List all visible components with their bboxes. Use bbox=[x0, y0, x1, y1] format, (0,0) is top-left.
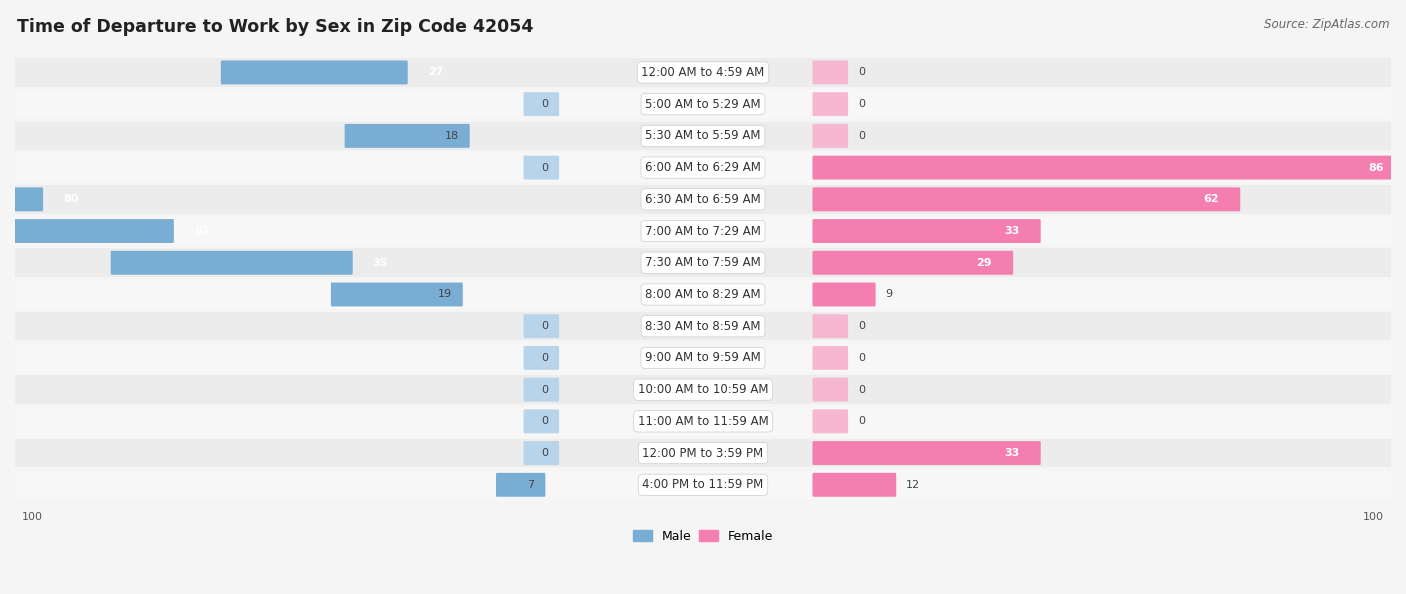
Text: 4:00 PM to 11:59 PM: 4:00 PM to 11:59 PM bbox=[643, 478, 763, 491]
Text: 0: 0 bbox=[541, 448, 548, 458]
FancyBboxPatch shape bbox=[813, 314, 848, 338]
Text: 9: 9 bbox=[886, 289, 893, 299]
Bar bbox=[15, 375, 1391, 404]
FancyBboxPatch shape bbox=[0, 219, 174, 243]
Text: 11:00 AM to 11:59 AM: 11:00 AM to 11:59 AM bbox=[638, 415, 768, 428]
Text: 5:30 AM to 5:59 AM: 5:30 AM to 5:59 AM bbox=[645, 129, 761, 143]
FancyBboxPatch shape bbox=[344, 124, 470, 148]
Text: 5:00 AM to 5:29 AM: 5:00 AM to 5:29 AM bbox=[645, 97, 761, 110]
Bar bbox=[15, 217, 1391, 245]
FancyBboxPatch shape bbox=[221, 61, 408, 84]
Text: 0: 0 bbox=[541, 353, 548, 363]
Text: 7:00 AM to 7:29 AM: 7:00 AM to 7:29 AM bbox=[645, 225, 761, 238]
Text: 0: 0 bbox=[541, 416, 548, 426]
FancyBboxPatch shape bbox=[0, 187, 44, 211]
Text: 0: 0 bbox=[858, 416, 865, 426]
Text: 100: 100 bbox=[1364, 511, 1384, 522]
Text: 7:30 AM to 7:59 AM: 7:30 AM to 7:59 AM bbox=[645, 256, 761, 269]
Text: 0: 0 bbox=[858, 68, 865, 77]
Text: 33: 33 bbox=[1004, 226, 1019, 236]
Bar bbox=[15, 407, 1391, 435]
Text: 6:00 AM to 6:29 AM: 6:00 AM to 6:29 AM bbox=[645, 161, 761, 174]
FancyBboxPatch shape bbox=[111, 251, 353, 274]
Text: 62: 62 bbox=[1204, 194, 1219, 204]
Text: 0: 0 bbox=[858, 131, 865, 141]
FancyBboxPatch shape bbox=[813, 92, 848, 116]
Text: 7: 7 bbox=[527, 480, 534, 490]
FancyBboxPatch shape bbox=[330, 283, 463, 307]
FancyBboxPatch shape bbox=[523, 409, 560, 433]
FancyBboxPatch shape bbox=[813, 219, 1040, 243]
FancyBboxPatch shape bbox=[523, 378, 560, 402]
Text: 0: 0 bbox=[858, 353, 865, 363]
FancyBboxPatch shape bbox=[813, 187, 1240, 211]
Text: 0: 0 bbox=[541, 321, 548, 331]
Text: 29: 29 bbox=[976, 258, 993, 268]
FancyBboxPatch shape bbox=[523, 92, 560, 116]
FancyBboxPatch shape bbox=[813, 346, 848, 370]
FancyBboxPatch shape bbox=[523, 314, 560, 338]
FancyBboxPatch shape bbox=[813, 283, 876, 307]
Bar bbox=[15, 248, 1391, 277]
Text: 12:00 PM to 3:59 PM: 12:00 PM to 3:59 PM bbox=[643, 447, 763, 460]
Text: 0: 0 bbox=[858, 321, 865, 331]
Bar bbox=[15, 344, 1391, 372]
Text: 0: 0 bbox=[858, 385, 865, 394]
Text: 6:30 AM to 6:59 AM: 6:30 AM to 6:59 AM bbox=[645, 193, 761, 206]
Text: Time of Departure to Work by Sex in Zip Code 42054: Time of Departure to Work by Sex in Zip … bbox=[17, 18, 533, 36]
Bar bbox=[15, 280, 1391, 309]
Text: 18: 18 bbox=[444, 131, 458, 141]
Bar bbox=[15, 153, 1391, 182]
FancyBboxPatch shape bbox=[813, 409, 848, 433]
FancyBboxPatch shape bbox=[813, 378, 848, 402]
Bar bbox=[15, 185, 1391, 214]
Text: 100: 100 bbox=[22, 511, 42, 522]
Text: 0: 0 bbox=[541, 163, 548, 173]
Bar bbox=[15, 90, 1391, 118]
Text: 33: 33 bbox=[1004, 448, 1019, 458]
Bar bbox=[15, 122, 1391, 150]
FancyBboxPatch shape bbox=[523, 441, 560, 465]
Text: 0: 0 bbox=[858, 99, 865, 109]
Text: 10:00 AM to 10:59 AM: 10:00 AM to 10:59 AM bbox=[638, 383, 768, 396]
Text: 27: 27 bbox=[427, 68, 443, 77]
Text: 0: 0 bbox=[541, 99, 548, 109]
FancyBboxPatch shape bbox=[813, 441, 1040, 465]
FancyBboxPatch shape bbox=[813, 251, 1014, 274]
Bar bbox=[15, 470, 1391, 499]
FancyBboxPatch shape bbox=[496, 473, 546, 497]
FancyBboxPatch shape bbox=[523, 346, 560, 370]
FancyBboxPatch shape bbox=[813, 473, 896, 497]
Text: 9:00 AM to 9:59 AM: 9:00 AM to 9:59 AM bbox=[645, 352, 761, 365]
FancyBboxPatch shape bbox=[813, 124, 848, 148]
Text: 35: 35 bbox=[373, 258, 388, 268]
Bar bbox=[15, 439, 1391, 467]
FancyBboxPatch shape bbox=[813, 156, 1406, 179]
Text: 12: 12 bbox=[905, 480, 920, 490]
Text: 8:00 AM to 8:29 AM: 8:00 AM to 8:29 AM bbox=[645, 288, 761, 301]
Text: 8:30 AM to 8:59 AM: 8:30 AM to 8:59 AM bbox=[645, 320, 761, 333]
Bar bbox=[15, 312, 1391, 340]
FancyBboxPatch shape bbox=[813, 61, 848, 84]
Text: 12:00 AM to 4:59 AM: 12:00 AM to 4:59 AM bbox=[641, 66, 765, 79]
FancyBboxPatch shape bbox=[523, 156, 560, 179]
Text: 80: 80 bbox=[63, 194, 79, 204]
Text: Source: ZipAtlas.com: Source: ZipAtlas.com bbox=[1264, 18, 1389, 31]
Text: 61: 61 bbox=[194, 226, 209, 236]
Legend: Male, Female: Male, Female bbox=[628, 525, 778, 548]
Text: 86: 86 bbox=[1368, 163, 1384, 173]
Text: 19: 19 bbox=[437, 289, 451, 299]
Text: 0: 0 bbox=[541, 385, 548, 394]
Bar bbox=[15, 58, 1391, 87]
